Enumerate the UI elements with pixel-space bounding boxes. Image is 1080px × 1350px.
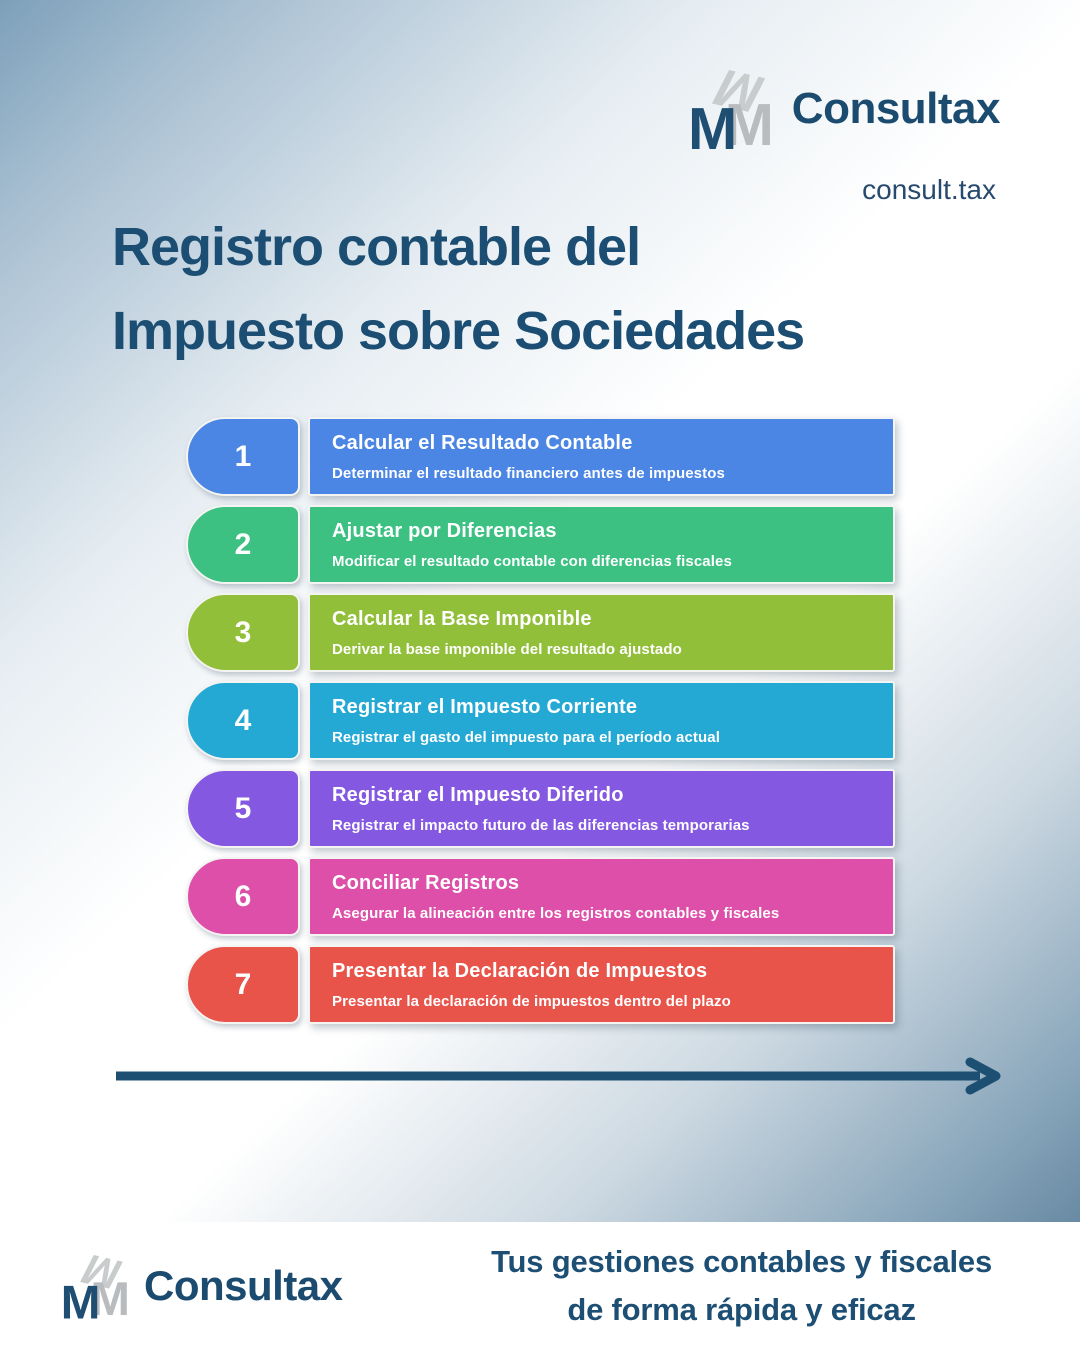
step-number: 2	[234, 527, 252, 561]
step-number: 4	[234, 703, 252, 737]
step-row: 7 Presentar la Declaración de Impuestos …	[186, 945, 895, 1024]
step-number-pill: 7	[186, 945, 300, 1024]
svg-text:M: M	[724, 91, 773, 157]
footer-tagline-line2: de forma rápida y eficaz	[567, 1292, 916, 1327]
step-row: 1 Calcular el Resultado Contable Determi…	[186, 417, 895, 496]
page-title-line1: Registro contable del	[112, 217, 641, 277]
footer-tagline: Tus gestiones contables y fiscales de fo…	[491, 1238, 992, 1334]
page-title-line2: Impuesto sobre Sociedades	[112, 301, 805, 362]
step-title: Presentar la Declaración de Impuestos	[332, 959, 708, 982]
step-row: 4 Registrar el Impuesto Corriente Regist…	[186, 681, 895, 760]
brand-name: Consultax	[791, 83, 1001, 133]
step-row: 6 Conciliar Registros Asegurar la alinea…	[186, 857, 895, 936]
step-row: 5 Registrar el Impuesto Diferido Registr…	[186, 769, 895, 848]
step-number: 5	[234, 791, 252, 825]
footer-brand: M M M Consultax	[56, 1243, 343, 1330]
step-number-pill: 6	[186, 857, 300, 936]
step-description: Presentar la declaración de impuestos de…	[332, 992, 731, 1010]
step-number-pill: 4	[186, 681, 300, 760]
footer: M M M Consultax Tus gestiones contables …	[0, 1222, 1080, 1350]
header-brand: M M M Consultax consult.tax	[682, 55, 1001, 206]
brand-name: Consultax	[144, 1262, 343, 1309]
step-number: 3	[234, 615, 252, 649]
step-title: Ajustar por Diferencias	[332, 519, 557, 542]
svg-text:M: M	[688, 95, 737, 157]
step-bar: Ajustar por Diferencias Modificar el res…	[308, 505, 895, 584]
step-number-pill: 2	[186, 505, 300, 584]
step-title: Calcular la Base Imponible	[332, 607, 592, 630]
step-title: Conciliar Registros	[332, 871, 520, 894]
step-title: Calcular el Resultado Contable	[332, 431, 633, 454]
step-bar: Calcular el Resultado Contable Determina…	[308, 417, 895, 496]
step-description: Derivar la base imponible del resultado …	[332, 640, 682, 658]
step-bar: Registrar el Impuesto Diferido Registrar…	[308, 769, 895, 848]
svg-text:M: M	[61, 1276, 101, 1325]
step-number: 7	[234, 967, 252, 1001]
step-description: Registrar el impacto futuro de las difer…	[332, 816, 750, 834]
step-bar: Calcular la Base Imponible Derivar la ba…	[308, 593, 895, 672]
m-cube-logo-icon: M M M	[682, 55, 784, 162]
step-number-pill: 1	[186, 417, 300, 496]
step-bar: Conciliar Registros Asegurar la alineaci…	[308, 857, 895, 936]
step-bar: Presentar la Declaración de Impuestos Pr…	[308, 945, 895, 1024]
m-cube-logo-icon: M M M	[56, 1243, 138, 1330]
step-number-pill: 3	[186, 593, 300, 672]
brand-website: consult.tax	[862, 174, 996, 205]
arrow-right-icon	[112, 1056, 1004, 1096]
step-description: Determinar el resultado financiero antes…	[332, 464, 725, 482]
step-bar: Registrar el Impuesto Corriente Registra…	[308, 681, 895, 760]
step-description: Asegurar la alineación entre los registr…	[332, 904, 780, 922]
step-row: 3 Calcular la Base Imponible Derivar la …	[186, 593, 895, 672]
step-number: 6	[234, 879, 252, 913]
step-title: Registrar el Impuesto Diferido	[332, 783, 624, 806]
step-number: 1	[234, 439, 252, 473]
page-title: Registro contable del Impuesto sobre Soc…	[112, 205, 805, 373]
step-description: Registrar el gasto del impuesto para el …	[332, 728, 721, 746]
step-row: 2 Ajustar por Diferencias Modificar el r…	[186, 505, 895, 584]
step-description: Modificar el resultado contable con dife…	[332, 552, 732, 570]
step-title: Registrar el Impuesto Corriente	[332, 695, 638, 718]
step-number-pill: 5	[186, 769, 300, 848]
footer-tagline-line1: Tus gestiones contables y fiscales	[491, 1243, 992, 1279]
steps-list: 1 Calcular el Resultado Contable Determi…	[186, 417, 895, 1024]
svg-text:M: M	[90, 1273, 130, 1325]
